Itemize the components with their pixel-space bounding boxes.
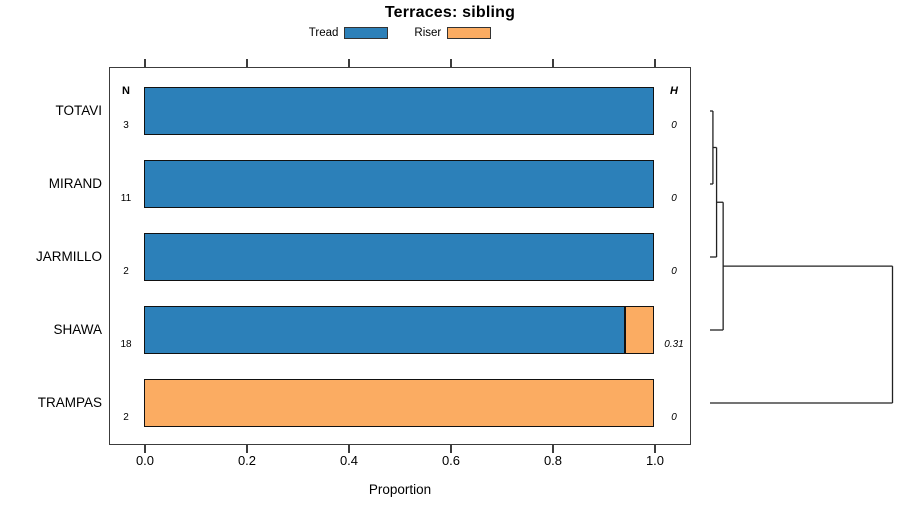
n-value: 18 — [120, 339, 132, 350]
h-value: 0 — [671, 412, 677, 423]
bar-mirand — [144, 160, 654, 208]
x-tick-top — [654, 59, 656, 67]
x-tick-bottom — [348, 445, 350, 453]
legend-label: Riser — [414, 26, 442, 39]
legend-item-riser: Riser — [414, 26, 492, 39]
bar-segment-tread — [144, 160, 654, 208]
h-value: 0.31 — [664, 339, 684, 350]
x-tick-label: 0.8 — [543, 453, 563, 468]
x-tick-label: 0.6 — [441, 453, 461, 468]
bar-segment-tread — [144, 306, 625, 354]
x-tick-label: 1.0 — [645, 453, 665, 468]
category-label-trampas: TRAMPAS — [37, 395, 102, 410]
n-value: 3 — [123, 120, 129, 131]
x-tick-top — [246, 59, 248, 67]
x-tick-bottom — [654, 445, 656, 453]
legend-swatch-tread — [344, 26, 389, 39]
n-value: 2 — [123, 412, 129, 423]
plot-area — [109, 67, 691, 445]
x-tick-bottom — [246, 445, 248, 453]
n-value: 11 — [120, 193, 132, 204]
x-tick-top — [450, 59, 452, 67]
x-tick-top — [348, 59, 350, 67]
bar-segment-riser — [625, 306, 654, 354]
x-tick-label: 0.2 — [237, 453, 257, 468]
h-value: 0 — [671, 266, 677, 277]
x-tick-bottom — [144, 445, 146, 453]
x-axis-title: Proportion — [368, 482, 432, 497]
legend-label: Tread — [308, 26, 339, 39]
chart-title: Terraces: sibling — [384, 4, 516, 21]
x-tick-bottom — [552, 445, 554, 453]
category-label-shawa: SHAWA — [53, 322, 102, 337]
category-label-totavi: TOTAVI — [55, 103, 102, 118]
bar-segment-tread — [144, 233, 654, 281]
x-tick-label: 0.0 — [135, 453, 155, 468]
h-column-header: H — [670, 85, 678, 97]
legend: Tread Riser — [109, 25, 691, 40]
bar-totavi — [144, 87, 654, 135]
category-label-mirand: MIRAND — [48, 176, 102, 191]
h-value: 0 — [671, 193, 677, 204]
x-tick-top — [144, 59, 146, 67]
bar-trampas — [144, 379, 654, 427]
x-tick-label: 0.4 — [339, 453, 359, 468]
bar-jarmillo — [144, 233, 654, 281]
legend-swatch-riser — [447, 26, 492, 39]
n-value: 2 — [123, 266, 129, 277]
n-column-header: N — [122, 85, 130, 97]
x-tick-bottom — [450, 445, 452, 453]
bar-segment-riser — [144, 379, 654, 427]
bar-shawa — [144, 306, 654, 354]
x-tick-top — [552, 59, 554, 67]
bar-segment-tread — [144, 87, 654, 135]
legend-item-tread: Tread — [308, 26, 389, 39]
h-value: 0 — [671, 120, 677, 131]
category-label-jarmillo: JARMILLO — [35, 249, 102, 264]
